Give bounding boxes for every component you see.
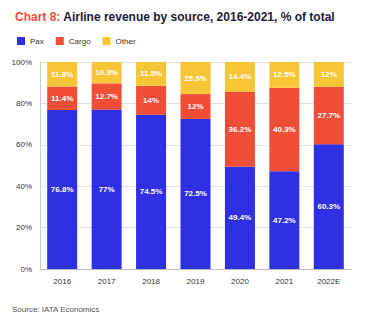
svg-text:2018: 2018 — [142, 277, 160, 286]
svg-text:Source: IATA Economics: Source: IATA Economics — [12, 305, 99, 314]
svg-text:2020: 2020 — [231, 277, 249, 286]
svg-text:12.7%: 12.7% — [95, 92, 118, 101]
svg-text:74.5%: 74.5% — [140, 187, 163, 196]
svg-text:12%: 12% — [321, 70, 337, 79]
svg-text:11.4%: 11.4% — [51, 94, 73, 103]
svg-text:Cargo: Cargo — [69, 37, 91, 46]
svg-text:14.4%: 14.4% — [229, 72, 252, 81]
svg-text:2017: 2017 — [98, 277, 116, 286]
svg-text:100%: 100% — [12, 58, 32, 67]
svg-text:40.3%: 40.3% — [273, 125, 296, 134]
svg-text:15.5%: 15.5% — [184, 74, 207, 83]
svg-text:36.2%: 36.2% — [229, 125, 252, 134]
svg-text:2019: 2019 — [187, 277, 205, 286]
svg-text:12%: 12% — [187, 102, 203, 111]
svg-text:77%: 77% — [99, 185, 115, 194]
svg-text:Pax: Pax — [30, 37, 44, 46]
svg-text:47.2%: 47.2% — [273, 216, 296, 225]
svg-text:Airline revenue by source, 201: Airline revenue by source, 2016-2021, % … — [60, 10, 334, 24]
svg-text:60.3%: 60.3% — [317, 202, 340, 211]
svg-text:72.5%: 72.5% — [184, 189, 207, 198]
svg-text:2021: 2021 — [275, 277, 293, 286]
svg-text:2016: 2016 — [53, 277, 71, 286]
svg-text:40%: 40% — [16, 182, 32, 191]
svg-text:Other: Other — [116, 37, 136, 46]
svg-text:60%: 60% — [16, 140, 32, 149]
svg-text:12.5%: 12.5% — [273, 70, 296, 79]
svg-text:80%: 80% — [16, 99, 32, 108]
svg-text:49.4%: 49.4% — [229, 213, 252, 222]
svg-text:10.3%: 10.3% — [95, 68, 118, 77]
svg-text:2022E: 2022E — [317, 277, 340, 286]
svg-text:20%: 20% — [16, 223, 32, 232]
svg-text:14%: 14% — [143, 96, 159, 105]
svg-text:Chart 8:: Chart 8: — [15, 10, 60, 24]
svg-text:11.5%: 11.5% — [140, 69, 162, 78]
svg-text:0%: 0% — [20, 265, 32, 274]
svg-text:76.8%: 76.8% — [51, 185, 74, 194]
svg-text:11.8%: 11.8% — [51, 70, 73, 79]
svg-text:27.7%: 27.7% — [317, 111, 340, 120]
